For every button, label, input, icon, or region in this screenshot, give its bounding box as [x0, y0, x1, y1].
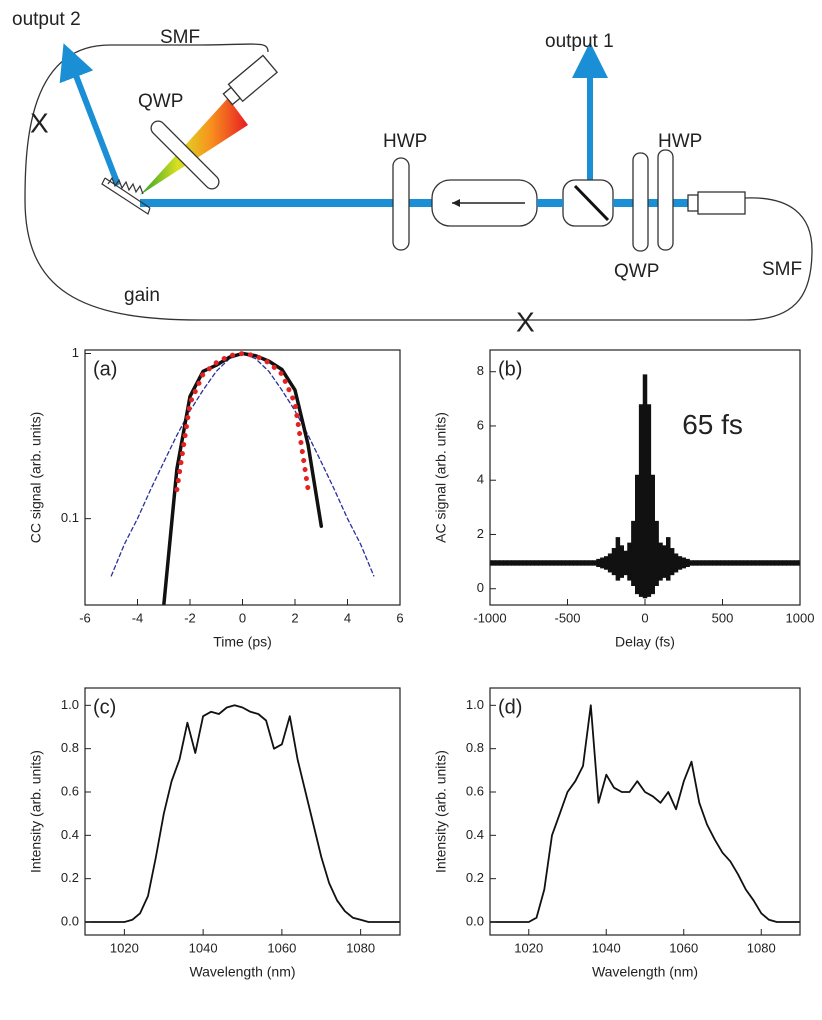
label: QWP	[138, 91, 183, 112]
x-tick-label: -4	[132, 610, 144, 625]
y-axis-label: Intensity (arb. units)	[433, 750, 449, 873]
y-tick-label: 0.8	[61, 740, 79, 755]
y-tick-label: 1.0	[61, 697, 79, 712]
label: output 2	[12, 9, 81, 30]
panel-label: (c)	[93, 696, 116, 718]
annotation: 65 fs	[682, 409, 743, 440]
plot-area	[490, 704, 800, 923]
plot-frame	[84, 349, 401, 606]
x-tick-label: -1000	[473, 610, 506, 625]
x-tick-label: 0	[239, 610, 246, 625]
x-tick-label: 1000	[786, 610, 815, 625]
plot-area	[85, 704, 400, 923]
x-tick-label: 6	[396, 610, 403, 625]
label: QWP	[614, 261, 659, 282]
isolator-arrow-head	[452, 199, 460, 207]
y-tick-label: 0.4	[61, 827, 79, 842]
y-tick-label: 1	[72, 345, 79, 360]
panel-label: (b)	[498, 358, 522, 380]
x-axis-label: Wavelength (nm)	[592, 964, 698, 980]
grating	[101, 176, 151, 215]
y-tick-label: 8	[477, 363, 484, 378]
x-tick-label: 2	[291, 610, 298, 625]
collimator-2	[687, 194, 699, 212]
x-tick-label: 1060	[669, 940, 698, 955]
data-line	[174, 351, 311, 493]
collimator-2	[697, 191, 746, 215]
y-tick-label: 4	[477, 472, 484, 487]
y-tick-label: 2	[477, 526, 484, 541]
panel-label: (d)	[498, 696, 522, 718]
y-tick-label: 0.6	[466, 783, 484, 798]
label: HWP	[658, 131, 702, 152]
output-2-beam	[59, 43, 121, 187]
x-tick-label: -6	[79, 610, 91, 625]
x-tick-label: 500	[712, 610, 734, 625]
x-tick-label: 1080	[346, 940, 375, 955]
x-tick-label: -500	[554, 610, 580, 625]
plot-frame	[84, 687, 401, 936]
plot-frame	[489, 349, 801, 606]
y-tick-label: 0.6	[61, 783, 79, 798]
x-axis-label: Wavelength (nm)	[189, 964, 295, 980]
x-tick-label: 1040	[592, 940, 621, 955]
y-axis-label: Intensity (arb. units)	[28, 750, 44, 873]
x-tick-label: 1020	[514, 940, 543, 955]
y-tick-label: 1.0	[466, 697, 484, 712]
label: output 1	[545, 31, 614, 52]
chart: -1000 -500 0 500 1000 0 2 4 6 8 Delay (fs) AC signa…	[433, 349, 815, 650]
data-line	[110, 352, 375, 577]
plot-frame	[489, 687, 801, 936]
data-line	[162, 351, 324, 605]
fiber-loop	[24, 43, 813, 321]
label: SMF	[762, 259, 802, 280]
y-tick-label: 0.2	[61, 870, 79, 885]
x-tick-label: 1040	[189, 940, 218, 955]
y-tick-label: 0.8	[466, 740, 484, 755]
label: SMF	[160, 27, 200, 48]
label: gain	[124, 285, 160, 306]
y-tick-label: 0.1	[61, 510, 79, 525]
label: X	[516, 306, 535, 337]
y-tick-label: 0.2	[466, 870, 484, 885]
data-line	[85, 704, 400, 923]
chart: 1020 1040 1060 1080 0.0 0.2 0.4 0.6 0.8 1.0 Wavele…	[28, 687, 401, 980]
panel-label: (a)	[93, 358, 117, 380]
y-tick-label: 0.4	[466, 827, 484, 842]
y-axis-label: AC signal (arb. units)	[433, 412, 449, 543]
setup-diagram: output 2 SMF QWP HWP output 1 HWP QWP SM…	[12, 9, 813, 337]
qwp-1	[150, 120, 220, 190]
x-tick-label: 0	[641, 610, 648, 625]
y-axis-label: CC signal (arb. units)	[28, 412, 44, 544]
plot-area	[110, 351, 375, 605]
qwp-2	[632, 152, 649, 252]
y-tick-label: 0.0	[466, 913, 484, 928]
chart: -6 -4 -2 0 2 4 6 0.1 1 Time (ps) CC signal (arb. u…	[28, 345, 404, 650]
diffracted-spectrum	[140, 98, 248, 195]
chart: 1020 1040 1060 1080 0.0 0.2 0.4 0.6 0.8 1.0 Wavele…	[433, 687, 801, 980]
label: HWP	[383, 131, 427, 152]
x-tick-label: -2	[184, 610, 196, 625]
hwp-1	[392, 157, 410, 251]
y-tick-label: 6	[477, 417, 484, 432]
x-axis-label: Time (ps)	[213, 634, 272, 650]
pbs-plane	[573, 184, 610, 222]
y-tick-label: 0	[477, 580, 484, 595]
y-tick-label: 0.0	[61, 913, 79, 928]
label: X	[30, 107, 49, 138]
hwp-2	[657, 149, 674, 251]
collimator-1	[222, 54, 279, 106]
x-tick-label: 1020	[110, 940, 139, 955]
x-axis-label: Delay (fs)	[615, 634, 675, 650]
x-tick-label: 4	[344, 610, 351, 625]
plot-area	[490, 374, 800, 599]
x-tick-label: 1060	[267, 940, 296, 955]
x-tick-label: 1080	[747, 940, 776, 955]
data-line	[490, 704, 800, 923]
